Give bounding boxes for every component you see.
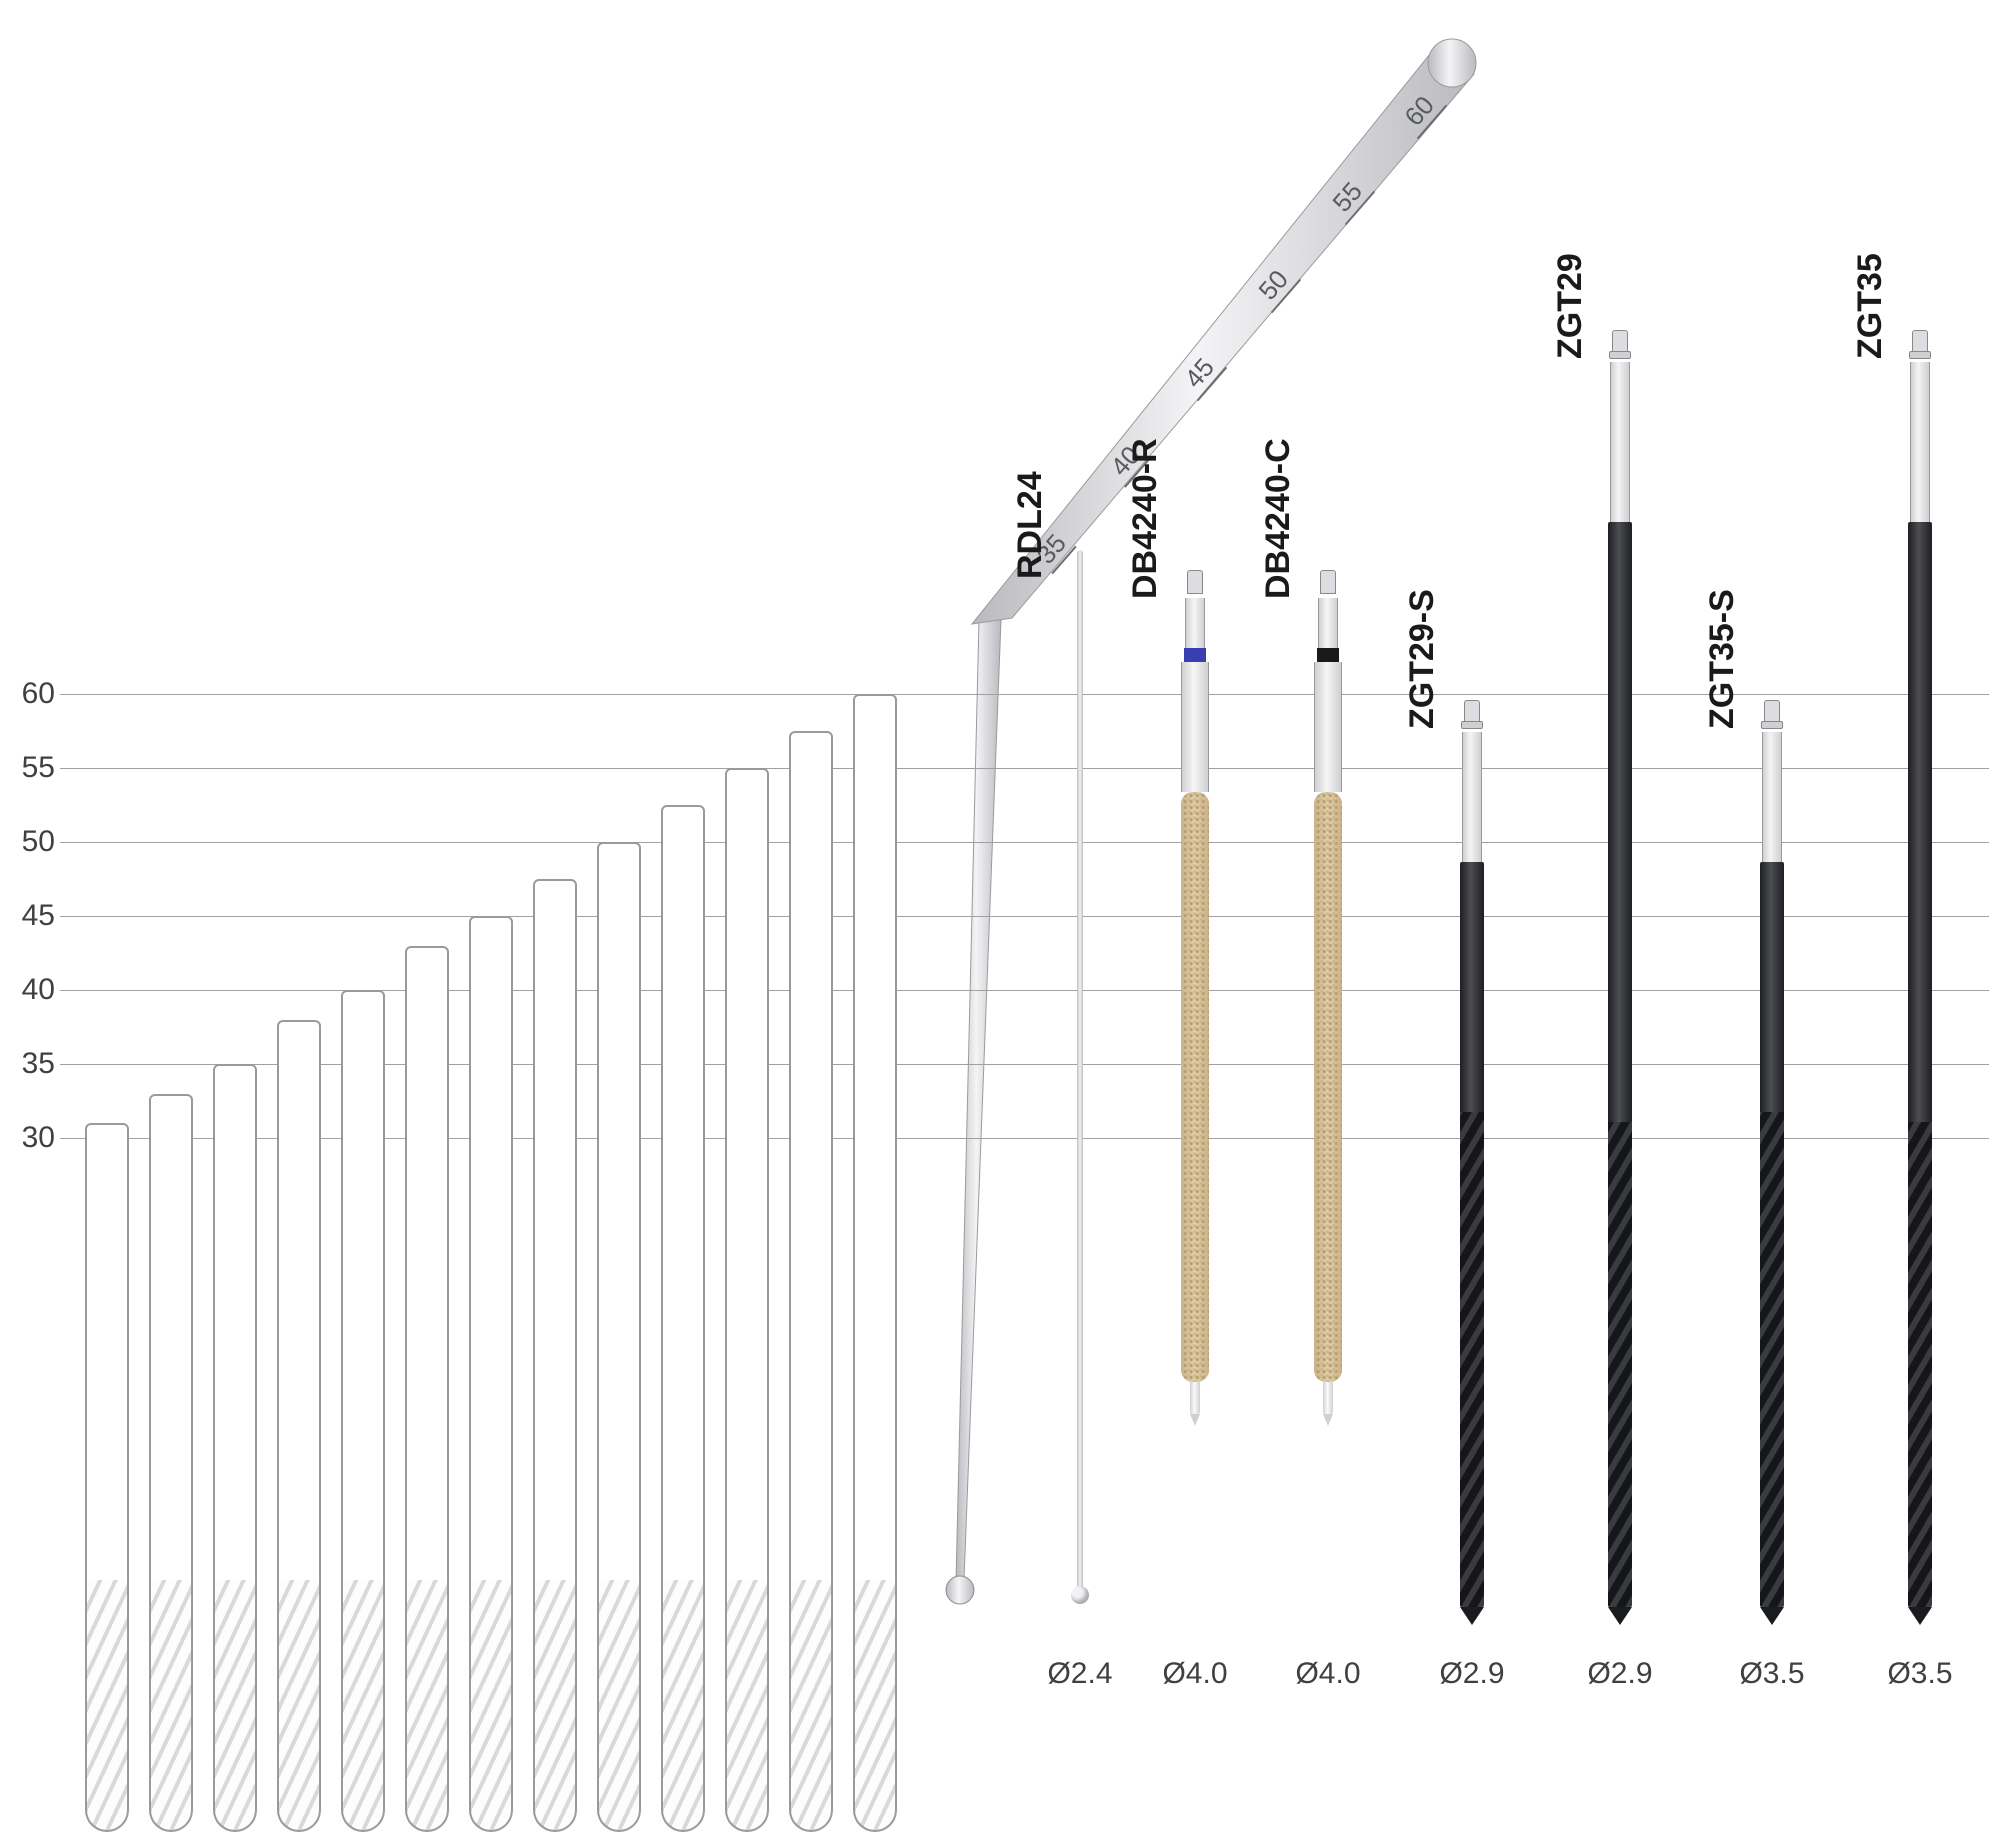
rod-rdl24 xyxy=(1077,550,1083,1592)
diameter-label: Ø2.9 xyxy=(1575,1657,1665,1691)
gridline xyxy=(60,842,1989,843)
implant-outline xyxy=(277,1020,321,1832)
tool-code-label: ZGT29-S xyxy=(1403,589,1442,729)
implant-outline xyxy=(213,1064,257,1832)
drill-zgt35 xyxy=(1900,330,1940,1625)
tool-code-label: ZGT35 xyxy=(1851,253,1890,359)
implant-outline xyxy=(597,842,641,1832)
tool-code-label: ZGT35-S xyxy=(1703,589,1742,729)
y-axis-label: 55 xyxy=(0,751,55,785)
y-axis-label: 45 xyxy=(0,899,55,933)
tool-code-label: DB4240-C xyxy=(1259,438,1298,599)
drill-zgt35s xyxy=(1752,700,1792,1625)
implant-outline xyxy=(725,768,769,1832)
implant-outline xyxy=(85,1123,129,1832)
gridline xyxy=(60,768,1989,769)
tool-code-label: ZGT29 xyxy=(1551,253,1590,359)
tool-code-label: RDL24 xyxy=(1011,471,1050,579)
implant-outline xyxy=(853,694,897,1832)
drill-zgt29s xyxy=(1452,700,1492,1625)
diameter-label: Ø2.4 xyxy=(1035,1657,1125,1691)
implant-outline xyxy=(789,731,833,1832)
diameter-label: Ø4.0 xyxy=(1283,1657,1373,1691)
tool-code-label: DB4240-R xyxy=(1126,438,1165,599)
implant-outline xyxy=(149,1094,193,1832)
diagram-stage: { "canvas": { "width": 2009, "height": 1… xyxy=(0,0,2009,1695)
y-axis-label: 35 xyxy=(0,1047,55,1081)
implant-outline xyxy=(341,990,385,1832)
diameter-label: Ø3.5 xyxy=(1875,1657,1965,1691)
y-axis-label: 30 xyxy=(0,1121,55,1155)
y-axis-label: 60 xyxy=(0,677,55,711)
implant-outline xyxy=(533,879,577,1832)
diameter-label: Ø4.0 xyxy=(1150,1657,1240,1691)
y-axis-label: 50 xyxy=(0,825,55,859)
gridline xyxy=(60,694,1989,695)
implant-outline xyxy=(405,946,449,1832)
diameter-label: Ø3.5 xyxy=(1727,1657,1817,1691)
gridline xyxy=(60,916,1989,917)
y-axis-label: 40 xyxy=(0,973,55,1007)
implant-outline xyxy=(661,805,705,1832)
diameter-label: Ø2.9 xyxy=(1427,1657,1517,1691)
drill-zgt29 xyxy=(1600,330,1640,1625)
